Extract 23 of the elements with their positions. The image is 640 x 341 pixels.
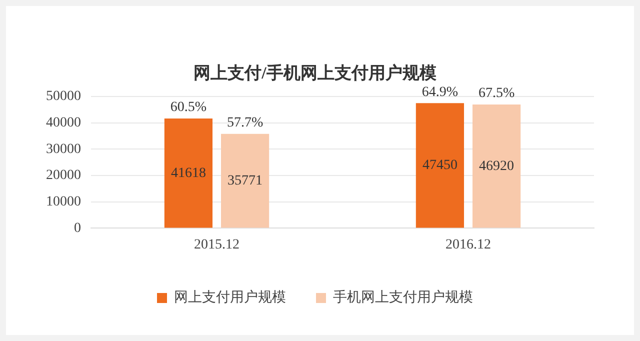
bar <box>416 103 464 228</box>
chart-title: 网上支付/手机网上支付用户规模 <box>194 64 436 83</box>
y-tick-label: 40000 <box>46 115 81 130</box>
bar <box>220 134 270 228</box>
annotation: 57.7% <box>226 116 264 131</box>
y-tick-label: 20000 <box>46 168 81 184</box>
x-tick-label: 2016.12 <box>446 237 491 252</box>
x-tick-label: 2015.12 <box>194 237 240 252</box>
data-label: 46920 <box>479 158 514 174</box>
data-label: 47450 <box>422 158 458 174</box>
annotation: 60.5% <box>170 100 207 116</box>
data-label: 35771 <box>228 173 263 188</box>
y-tick-label: 30000 <box>46 142 81 157</box>
data-label: 41618 <box>170 166 206 181</box>
annotation: 64.9% <box>422 84 458 100</box>
legend-label: 手机网上支付用户规模 <box>333 290 473 306</box>
bar <box>164 118 213 228</box>
y-tick-label: 0 <box>74 220 81 236</box>
bar <box>472 104 521 228</box>
legend-label: 网上支付用户规模 <box>174 290 286 306</box>
y-tick-label: 50000 <box>46 89 81 104</box>
y-tick-label: 10000 <box>46 194 81 210</box>
annotation: 67.5% <box>478 86 515 102</box>
